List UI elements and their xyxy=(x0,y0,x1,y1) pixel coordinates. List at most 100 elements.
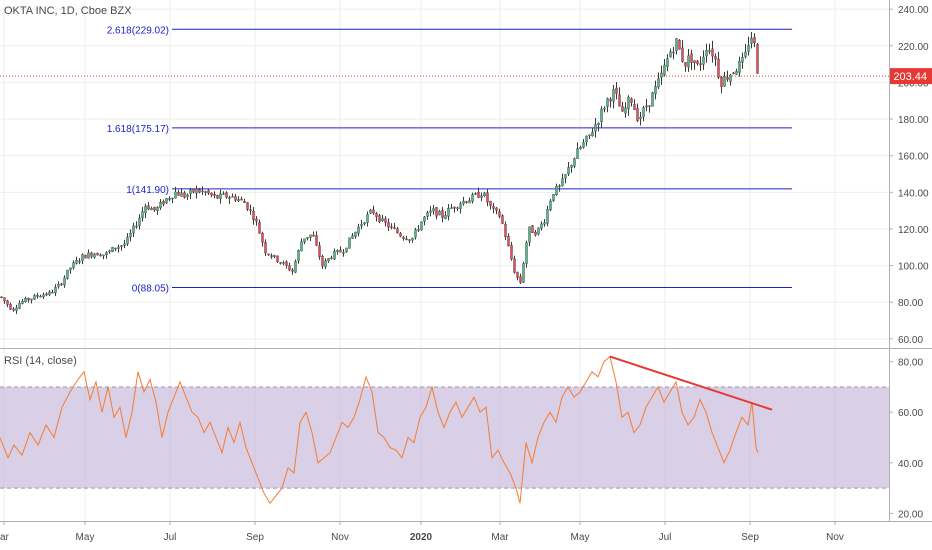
candle-body xyxy=(405,238,408,241)
candle-body xyxy=(441,210,444,218)
fib-label: 2.618(229.02) xyxy=(107,25,169,36)
candle-body xyxy=(480,195,483,198)
candle-body xyxy=(9,304,12,310)
candle-body xyxy=(69,267,72,271)
candle-body xyxy=(537,227,540,235)
candle-body xyxy=(291,269,294,272)
time-tick-label: Sep xyxy=(741,532,759,543)
candle-body xyxy=(723,76,726,87)
candle-body xyxy=(282,262,285,264)
fib-label: 0(88.05) xyxy=(132,283,169,294)
candle-body xyxy=(516,271,519,278)
rsi-legend-label[interactable]: RSI (14, close) xyxy=(4,355,77,367)
candle-body xyxy=(543,222,546,225)
candle-body xyxy=(588,134,591,136)
candle-body xyxy=(741,57,744,63)
candle-body xyxy=(135,225,138,228)
candle-body xyxy=(177,191,180,196)
candle-body xyxy=(630,98,633,103)
candle-body xyxy=(453,206,456,209)
candle-body xyxy=(753,37,756,43)
price-tick-label: 160.00 xyxy=(898,152,929,163)
candle-body xyxy=(150,208,153,211)
candle-body xyxy=(627,96,630,110)
time-tick-label: Jul xyxy=(164,532,177,543)
candle-body xyxy=(450,207,453,209)
candle-body xyxy=(675,38,678,51)
time-tick-label: ar xyxy=(0,532,10,543)
candle-body xyxy=(501,215,504,224)
candle-body xyxy=(546,208,549,224)
candle-body xyxy=(246,202,249,210)
price-tick-label: 60.00 xyxy=(898,335,923,346)
candle-body xyxy=(492,206,495,209)
rsi-tick-label: 60.00 xyxy=(898,408,923,419)
candle-body xyxy=(84,254,87,259)
candle-body xyxy=(714,56,717,60)
candle-body xyxy=(306,237,309,239)
candle-body xyxy=(99,254,102,257)
candle-body xyxy=(591,132,594,137)
candle-body xyxy=(234,196,237,201)
candle-body xyxy=(255,218,258,222)
candle-body xyxy=(669,51,672,58)
candle-body xyxy=(576,148,579,159)
last-price-tag: 203.44 xyxy=(890,68,932,85)
candle-body xyxy=(30,298,33,301)
candle-body xyxy=(258,222,261,234)
candle-body xyxy=(342,252,345,254)
time-tick-label: May xyxy=(571,532,590,543)
candle-body xyxy=(294,261,297,273)
time-axis[interactable]: ar May Jul Sep Nov 2020 Mar May Jul Sep Nov xyxy=(0,521,844,543)
candle-body xyxy=(513,258,516,273)
rsi-trendline xyxy=(609,355,773,411)
candle-body xyxy=(168,198,171,200)
time-tick-label: Sep xyxy=(246,532,264,543)
candle-body xyxy=(486,192,489,203)
candle-body xyxy=(114,247,117,250)
candle-body xyxy=(594,124,597,132)
price-tick-label: 100.00 xyxy=(898,262,929,273)
rsi-axis[interactable]: 20.00 40.00 60.00 80.00 xyxy=(889,358,923,521)
candle-body xyxy=(288,265,291,271)
candle-body xyxy=(738,60,741,73)
candle-body xyxy=(363,222,366,225)
candle-body xyxy=(609,98,612,102)
candle-body xyxy=(195,188,198,194)
rsi-band xyxy=(0,386,889,489)
time-tick-label: May xyxy=(76,532,95,543)
candle-body xyxy=(78,260,81,263)
candle-body xyxy=(243,201,246,204)
candle-body xyxy=(657,78,660,88)
candle-body xyxy=(672,51,675,54)
candle-body xyxy=(240,198,243,201)
time-tick-label: Mar xyxy=(491,532,509,543)
candle-body xyxy=(528,226,531,243)
candle-body xyxy=(339,249,342,253)
candle-body xyxy=(360,224,363,227)
fib-label: 1(141.90) xyxy=(126,185,169,196)
candle-body xyxy=(3,297,6,302)
candle-body xyxy=(348,237,351,249)
candle-body xyxy=(399,233,402,237)
candle-body xyxy=(42,294,45,298)
time-tick-label: Nov xyxy=(826,532,844,543)
candle-body xyxy=(654,86,657,95)
candle-body xyxy=(465,201,468,203)
candle-body xyxy=(462,200,465,204)
candle-body xyxy=(690,53,693,63)
candle-body xyxy=(21,301,24,304)
candle-body xyxy=(606,98,609,107)
candle-body xyxy=(63,277,66,286)
symbol-header[interactable]: OKTA INC, 1D, Cboe BZX xyxy=(4,5,132,17)
candle-body xyxy=(312,234,315,237)
candle-body xyxy=(666,58,669,67)
candle-body xyxy=(474,193,477,195)
candle-body xyxy=(33,295,36,300)
candle-body xyxy=(231,196,234,198)
candle-body xyxy=(648,105,651,107)
candle-body xyxy=(249,209,252,211)
rsi-line xyxy=(0,355,759,505)
candle-body xyxy=(483,192,486,197)
candle-body xyxy=(219,193,222,199)
